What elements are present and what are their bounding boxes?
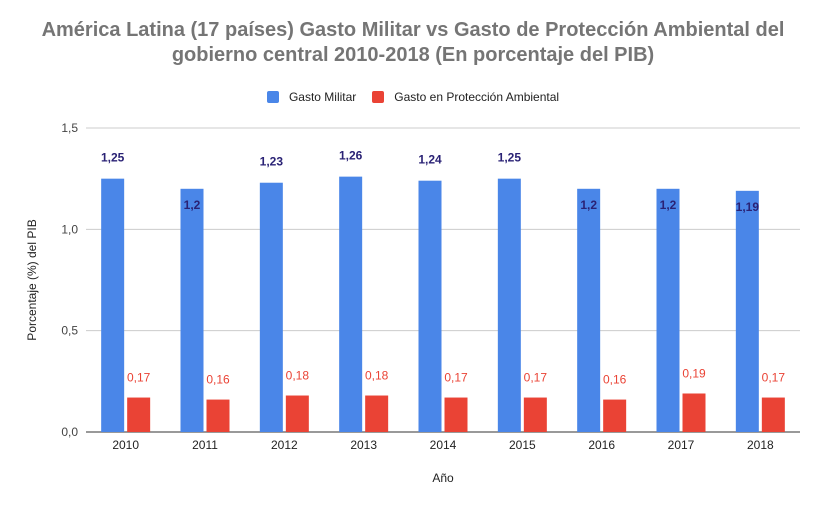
legend-label-environment: Gasto en Protección Ambiental: [394, 90, 560, 104]
data-label-environment: 0,19: [682, 366, 706, 380]
x-tick-label: 2012: [271, 438, 298, 452]
x-tick-label: 2010: [112, 438, 139, 452]
data-label-environment: 0,17: [524, 371, 548, 385]
bar-environment: [761, 397, 785, 432]
chart-title: América Latina (17 países) Gasto Militar…: [0, 18, 826, 68]
bar-environment: [365, 395, 389, 432]
data-label-environment: 0,16: [206, 373, 230, 387]
bar-military: [735, 190, 759, 432]
bar-environment: [523, 397, 547, 432]
y-tick-label: 1,0: [61, 222, 78, 236]
legend-label-military: Gasto Militar: [288, 90, 357, 104]
legend-swatch-military: [266, 91, 279, 103]
data-label-environment: 0,16: [603, 373, 627, 387]
data-label-military: 1,26: [339, 149, 363, 163]
data-label-environment: 0,18: [365, 369, 389, 383]
bar-military: [259, 182, 283, 432]
bar-environment: [206, 399, 230, 432]
legend-item-environment[interactable]: Gasto en Protección Ambiental: [372, 90, 559, 104]
data-label-military: 1,25: [101, 151, 125, 165]
data-label-military: 1,19: [736, 200, 760, 214]
data-label-environment: 0,17: [762, 371, 786, 385]
bar-environment: [682, 393, 706, 432]
bar-military: [180, 188, 204, 432]
chart-title-line-2: gobierno central 2010-2018 (En porcentaj…: [171, 44, 655, 66]
data-label-environment: 0,18: [286, 369, 310, 383]
bar-military: [497, 178, 521, 432]
data-label-military: 1,2: [580, 198, 597, 212]
x-tick-label: 2011: [192, 438, 218, 452]
data-label-environment: 0,17: [444, 371, 468, 385]
x-tick-label: 2013: [350, 438, 377, 452]
bar-military: [656, 188, 680, 432]
chart-title-line-1: América Latina (17 países) Gasto Militar…: [41, 19, 785, 41]
data-label-military: 1,23: [260, 155, 284, 169]
bar-military: [418, 180, 442, 432]
x-tick-label: 2016: [588, 438, 615, 452]
y-tick-label: 0,0: [61, 425, 78, 439]
legend-item-military[interactable]: Gasto Militar: [266, 90, 357, 104]
data-label-military: 1,2: [184, 198, 201, 212]
y-tick-label: 0,5: [61, 324, 78, 338]
data-label-military: 1,2: [660, 198, 677, 212]
data-label-military: 1,25: [498, 151, 522, 165]
bar-military: [101, 178, 125, 432]
bar-environment: [285, 395, 309, 432]
legend: Gasto Militar Gasto en Protección Ambien…: [0, 90, 826, 104]
x-tick-label: 2015: [509, 438, 536, 452]
x-tick-label: 2017: [668, 438, 695, 452]
legend-swatch-environment: [372, 91, 385, 103]
bar-environment: [444, 397, 468, 432]
data-label-environment: 0,17: [127, 371, 151, 385]
bar-military: [577, 188, 601, 432]
x-tick-label: 2014: [430, 438, 457, 452]
y-axis-title: Porcentaje (%) del PIB: [25, 219, 39, 340]
data-label-military: 1,24: [418, 153, 442, 167]
x-axis-title: Año: [432, 471, 454, 485]
bar-environment: [603, 399, 627, 432]
bar-environment: [127, 397, 151, 432]
bar-military: [339, 176, 363, 432]
y-tick-label: 1,5: [61, 121, 78, 135]
x-tick-label: 2018: [747, 438, 774, 452]
